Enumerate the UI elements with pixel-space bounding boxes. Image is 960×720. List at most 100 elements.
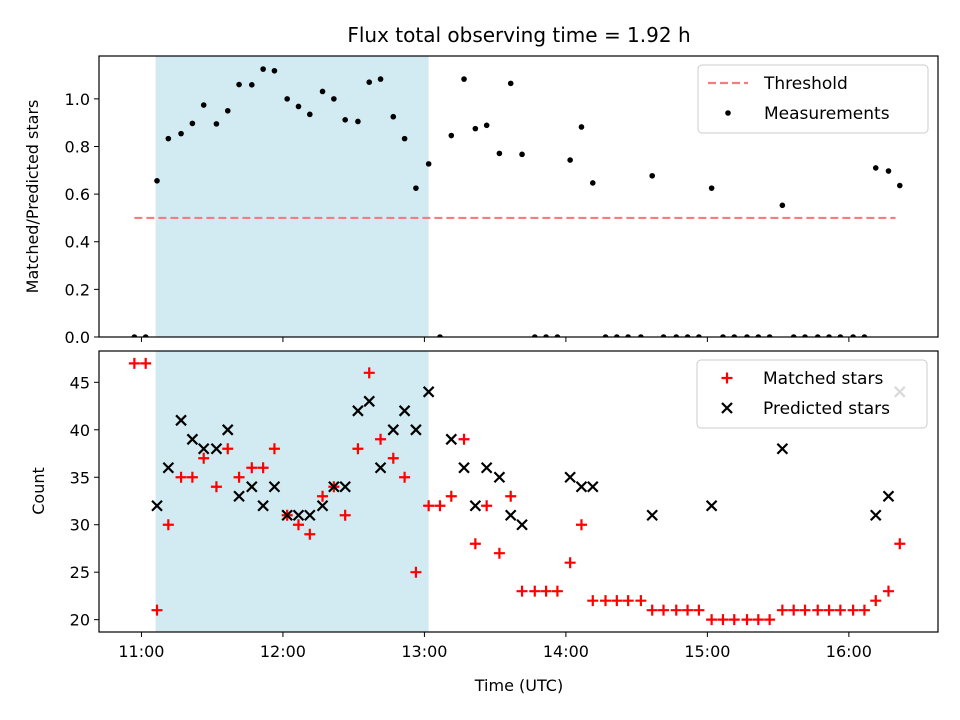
matched-star-point <box>128 357 140 369</box>
measurement-point <box>872 165 879 171</box>
matched-star-point <box>140 357 152 369</box>
matched-star-point <box>151 604 163 616</box>
matched-star-point <box>410 566 422 578</box>
measurement-point <box>507 80 514 87</box>
measurement-point <box>861 334 868 337</box>
measurement-point <box>307 111 313 118</box>
y-tick-label: 0.8 <box>65 137 90 156</box>
legend-box <box>696 359 928 429</box>
x-tick-label: 13:00 <box>401 642 447 661</box>
matched-star-point <box>505 490 517 502</box>
predicted-star-point <box>281 509 293 522</box>
measurement-point <box>755 334 762 337</box>
predicted-star-point <box>221 424 234 436</box>
y-tick-label: 35 <box>70 468 90 487</box>
y-tick-label: 30 <box>70 516 90 535</box>
y-tick-label: 0.4 <box>65 233 90 252</box>
matched-star-point <box>600 595 612 607</box>
matched-star-point <box>186 471 198 483</box>
measurement-point <box>567 157 573 163</box>
x-tick-label: 16:00 <box>826 642 872 661</box>
measurement-point <box>519 151 525 158</box>
series-predicted-stars <box>151 386 906 531</box>
measurement-point <box>260 66 266 72</box>
matched-star-point <box>516 585 528 597</box>
matched-star-point <box>540 585 552 597</box>
matched-star-point <box>799 604 811 616</box>
measurement-point <box>413 185 419 191</box>
measurement-point <box>684 334 691 337</box>
legend-matched-swatch <box>721 372 733 384</box>
measurement-point <box>461 76 467 82</box>
predicted-star-point <box>210 443 223 455</box>
matched-star-point <box>858 604 870 616</box>
measurement-point <box>744 334 750 337</box>
measurement-point <box>342 117 348 123</box>
x-axis-label: Time (UTC) <box>474 676 563 695</box>
legend-predicted-swatch <box>721 402 733 414</box>
predicted-star-point <box>398 405 411 417</box>
matched-star-point <box>717 614 729 626</box>
predicted-star-point <box>458 461 470 474</box>
measurement-point <box>802 334 808 337</box>
matched-star-point <box>622 595 634 607</box>
predicted-star-point <box>175 414 187 427</box>
measurement-point <box>295 103 302 110</box>
measurement-point <box>319 88 326 95</box>
matched-star-point <box>658 604 670 616</box>
top-y-axis-label: Matched/Predicted stars <box>23 100 42 294</box>
matched-star-point <box>339 509 351 521</box>
matched-star-point <box>529 585 541 597</box>
matched-star-point <box>847 604 859 616</box>
matched-star-point <box>834 604 846 616</box>
measurement-point <box>885 168 892 174</box>
matched-star-point <box>458 433 470 445</box>
measurement-point <box>284 96 290 102</box>
predicted-star-point <box>869 509 882 522</box>
measurement-point <box>224 107 231 114</box>
axes-frame <box>98 350 939 633</box>
matched-star-point <box>292 519 304 531</box>
series-measurements <box>131 66 903 337</box>
axes-frame <box>98 55 939 338</box>
matched-star-point <box>352 443 364 455</box>
x-tick-label: 14:00 <box>543 642 589 661</box>
measurement-point <box>154 177 160 184</box>
predicted-star-point <box>151 499 163 512</box>
measurement-point <box>614 334 620 337</box>
measurement-point <box>731 334 738 337</box>
plot-area <box>131 66 903 337</box>
measurement-point <box>390 113 397 120</box>
matched-star-point <box>198 452 210 464</box>
predicted-star-point <box>292 509 305 522</box>
measurement-point <box>178 130 184 137</box>
predicted-star-point <box>445 433 458 446</box>
measurement-point <box>578 124 585 130</box>
matched-star-point <box>222 443 234 455</box>
matched-star-point <box>646 604 658 616</box>
y-tick-label: 0.2 <box>65 280 90 299</box>
predicted-star-point <box>186 433 199 446</box>
predicted-star-point <box>363 395 376 408</box>
matched-star-point <box>493 547 505 559</box>
matched-star-point <box>635 595 647 607</box>
observing-span-shade <box>155 351 429 632</box>
measurement-point <box>673 334 680 337</box>
matched-star-point <box>257 462 269 474</box>
predicted-star-point <box>776 443 789 455</box>
matched-star-point <box>423 500 435 512</box>
measurement-point <box>401 135 408 142</box>
matched-star-point <box>776 604 788 616</box>
measurement-point <box>483 122 490 129</box>
observing-span-shade <box>155 56 429 337</box>
matched-star-point <box>575 519 587 531</box>
predicted-star-point <box>410 424 422 436</box>
measurement-point <box>696 334 702 337</box>
matched-star-point <box>741 614 753 626</box>
predicted-star-point <box>316 499 329 512</box>
measurement-point <box>543 334 549 337</box>
measurement-point <box>814 334 821 337</box>
bottom-panel: 20 25 30 35 40 45 11:00 12:00 13:00 14:00 15:00 16:… <box>70 350 939 661</box>
matched-star-point <box>363 367 375 379</box>
